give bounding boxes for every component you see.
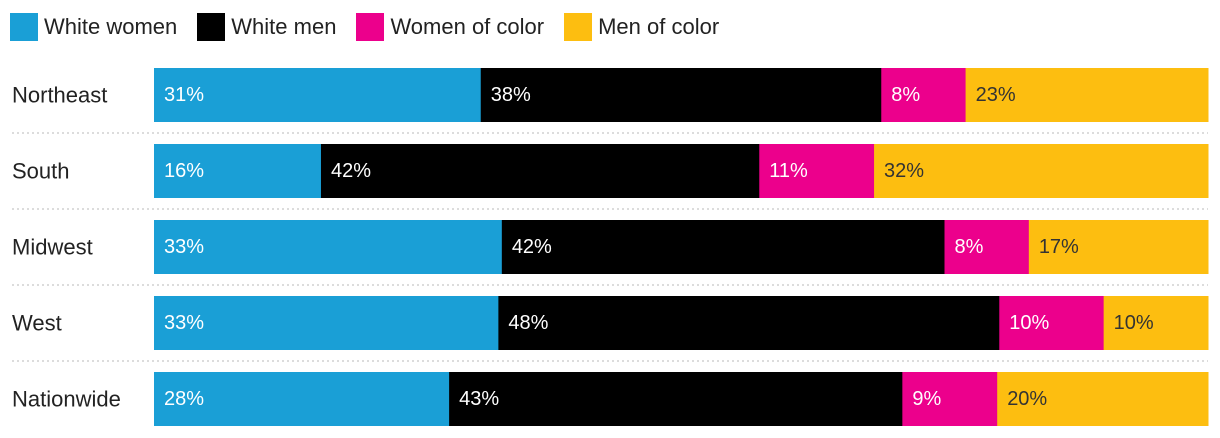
data-label-northeast-white-men: 38% <box>491 84 531 106</box>
bar-segment-northeast-men-of-color <box>965 68 1209 122</box>
data-label-midwest-white-men: 42% <box>512 236 552 258</box>
legend-swatch-men-of-color <box>564 13 593 41</box>
legend-swatch-white-men <box>197 13 226 41</box>
bar-row-northeast: Northeast 31% 38% 8% 23% <box>12 68 1209 122</box>
bar-row-south: South 16% 42% 11% 32% <box>12 144 1209 198</box>
bar-segment-midwest-white-women <box>154 220 503 274</box>
bar-segment-nationwide-white-men <box>449 372 903 426</box>
data-label-west-men-of-color: 10% <box>1114 312 1154 334</box>
bar-segment-northeast-white-women <box>154 68 482 122</box>
bar-row-west: West 33% 48% 10% 10% <box>12 296 1209 350</box>
data-label-northeast-women-of-color: 8% <box>891 84 920 106</box>
data-label-nationwide-men-of-color: 20% <box>1007 388 1047 410</box>
data-label-midwest-men-of-color: 17% <box>1039 236 1079 258</box>
data-label-nationwide-white-women: 28% <box>164 388 204 410</box>
bar-segment-nationwide-women-of-color <box>902 372 998 426</box>
bar-segment-northeast-white-men <box>480 68 882 122</box>
bar-segment-west-white-women <box>154 296 499 350</box>
row-label-northeast: Northeast <box>12 83 107 108</box>
legend-label-white-men: White men <box>231 14 337 39</box>
legend-item-women-of-color: Women of color <box>356 13 544 41</box>
data-label-south-women-of-color: 11% <box>769 160 808 182</box>
bar-segment-midwest-white-men <box>501 220 945 274</box>
data-label-midwest-women-of-color: 8% <box>955 236 984 258</box>
bar-segment-northeast-women-of-color <box>881 68 967 122</box>
data-label-midwest-white-women: 33% <box>164 236 204 258</box>
legend: White women White men Women of color Men… <box>10 12 739 42</box>
legend-swatch-white-women <box>10 13 38 41</box>
bar-segment-west-women-of-color <box>999 296 1105 350</box>
data-label-west-white-women: 33% <box>164 312 204 334</box>
data-label-south-white-men: 42% <box>331 160 371 182</box>
bar-segment-south-white-women <box>154 144 322 198</box>
bar-segment-west-men-of-color <box>1103 296 1209 350</box>
bar-segment-south-white-men <box>320 144 760 198</box>
legend-label-white-women: White women <box>44 14 178 39</box>
data-label-nationwide-white-men: 43% <box>459 388 499 410</box>
data-label-northeast-white-women: 31% <box>164 84 204 106</box>
data-label-south-men-of-color: 32% <box>884 160 924 182</box>
bar-row-midwest: Midwest 33% 42% 8% 17% <box>12 220 1209 274</box>
data-label-nationwide-women-of-color: 9% <box>912 388 941 410</box>
row-label-south: South <box>12 159 70 184</box>
bar-segment-west-white-men <box>498 296 1000 350</box>
row-label-midwest: Midwest <box>12 235 93 260</box>
bar-segment-south-men-of-color <box>874 144 1209 198</box>
legend-item-men-of-color: Men of color <box>564 13 719 41</box>
row-label-nationwide: Nationwide <box>12 387 121 412</box>
legend-swatch-women-of-color <box>356 13 385 41</box>
bar-segment-midwest-women-of-color <box>944 220 1030 274</box>
legend-item-white-men: White men <box>197 13 336 41</box>
data-label-northeast-men-of-color: 23% <box>976 84 1016 106</box>
legend-label-men-of-color: Men of color <box>598 14 720 39</box>
bar-segment-midwest-men-of-color <box>1028 220 1209 274</box>
bar-row-nationwide: Nationwide 28% 43% 9% 20% <box>12 372 1209 426</box>
bar-segment-south-women-of-color <box>759 144 875 198</box>
data-label-west-women-of-color: 10% <box>1009 312 1049 334</box>
data-label-west-white-men: 48% <box>508 312 548 334</box>
legend-item-white-women: White women <box>10 13 177 41</box>
legend-label-women-of-color: Women of color <box>390 14 545 39</box>
bar-segment-nationwide-men-of-color <box>997 372 1209 426</box>
data-label-south-white-women: 16% <box>164 160 204 182</box>
row-label-west: West <box>12 311 62 336</box>
bar-segment-nationwide-white-women <box>154 372 450 426</box>
